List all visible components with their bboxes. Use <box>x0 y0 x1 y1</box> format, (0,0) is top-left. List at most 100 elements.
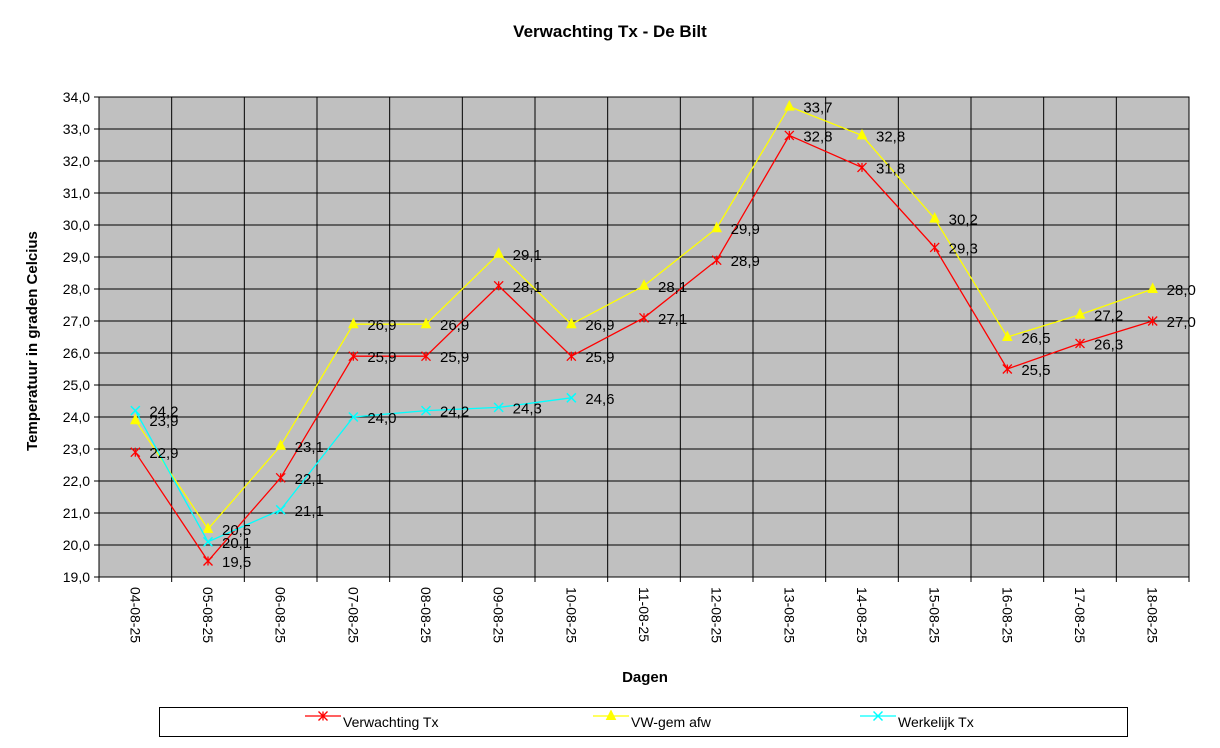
y-tick-label: 30,0 <box>63 217 90 233</box>
data-label: 20,5 <box>222 522 251 539</box>
data-point <box>1075 338 1085 349</box>
data-label: 24,6 <box>585 391 614 408</box>
data-point <box>566 392 577 403</box>
data-label: 24,2 <box>440 404 469 421</box>
data-label: 29,3 <box>949 240 978 257</box>
data-label: 28,0 <box>1167 282 1196 299</box>
legend-label: Verwachting Tx <box>343 714 439 730</box>
x-tick-label: 14-08-25 <box>854 587 870 643</box>
data-label: 27,1 <box>658 311 687 328</box>
data-point <box>348 411 359 423</box>
data-point <box>275 439 286 450</box>
chart-title: Verwachting Tx - De Bilt <box>513 22 707 41</box>
data-label: 21,1 <box>295 503 324 520</box>
data-label: 29,1 <box>513 247 542 264</box>
data-point <box>130 405 141 416</box>
data-label: 24,2 <box>149 404 178 421</box>
data-point <box>202 522 214 533</box>
data-label: 32,8 <box>876 128 905 145</box>
data-point <box>421 351 431 362</box>
data-point <box>638 279 650 290</box>
x-tick-label: 07-08-25 <box>345 587 361 643</box>
data-label: 27,2 <box>1094 308 1123 325</box>
data-label: 27,0 <box>1167 314 1196 331</box>
x-tick-label: 10-08-25 <box>563 587 579 643</box>
plot-border <box>98 96 1190 578</box>
data-label: 25,9 <box>440 349 469 366</box>
x-tick-label: 16-08-25 <box>999 587 1015 643</box>
data-point <box>275 504 286 515</box>
data-point <box>130 447 141 458</box>
y-tick-label: 29,0 <box>63 249 90 265</box>
data-point <box>1147 316 1158 326</box>
x-axis-label: Dagen <box>622 669 668 686</box>
data-point <box>1147 282 1158 293</box>
y-tick-label: 34,0 <box>63 89 90 105</box>
axes: 19,0 20,0 21,0 22,0 23,0 24,0 25,0 26,0 27,0 28,0… <box>63 89 1190 643</box>
data-label: 23,9 <box>149 413 178 430</box>
data-label: 22,1 <box>295 471 324 488</box>
data-point <box>1002 330 1013 341</box>
y-tick-label: 26,0 <box>63 345 90 361</box>
data-label: 26,3 <box>1094 336 1123 353</box>
y-tick-label: 19,0 <box>63 569 90 585</box>
data-point <box>275 472 286 483</box>
data-label: 25,9 <box>585 349 614 366</box>
data-label: 24,3 <box>513 400 542 417</box>
data-label: 26,9 <box>585 317 614 334</box>
data-label: 24,0 <box>367 410 396 427</box>
data-label: 32,8 <box>803 128 832 145</box>
data-point <box>929 242 940 253</box>
data-point <box>639 312 649 323</box>
data-point <box>929 211 940 223</box>
y-tick-label: 25,0 <box>63 377 90 393</box>
data-point <box>130 413 141 425</box>
data-label: 28,1 <box>513 279 542 296</box>
data-label: 25,5 <box>1021 362 1050 379</box>
y-tick-label: 23,0 <box>63 441 90 457</box>
data-point <box>202 536 214 547</box>
x-tick-label: 05-08-25 <box>200 587 216 643</box>
data-label: 22,9 <box>149 445 178 462</box>
x-tick-label: 08-08-25 <box>418 587 434 643</box>
x-tick-label: 09-08-25 <box>491 587 507 643</box>
data-point <box>784 99 795 111</box>
x-tick-label: 15-08-25 <box>927 587 943 643</box>
data-label: 26,5 <box>1021 330 1050 347</box>
y-tick-label: 28,0 <box>63 281 90 297</box>
data-point <box>566 351 577 362</box>
legend: Verwachting Tx VW-gem afw Werkelijk Tx <box>159 707 1128 737</box>
data-point <box>493 280 504 291</box>
y-tick-label: 22,0 <box>63 473 90 489</box>
series-layer <box>130 99 1158 566</box>
y-tick-label: 33,0 <box>63 121 90 137</box>
legend-label: VW-gem afw <box>631 714 711 730</box>
x-tick-label: 18-08-25 <box>1145 587 1161 643</box>
data-point <box>711 221 722 233</box>
data-point <box>1002 364 1013 374</box>
data-point <box>566 317 577 329</box>
x-tick-label: 04-08-25 <box>127 587 143 643</box>
data-label: 26,9 <box>367 317 396 334</box>
data-point <box>420 317 432 329</box>
data-point <box>872 710 884 722</box>
data-point <box>493 247 504 258</box>
y-tick-label: 27,0 <box>63 313 90 329</box>
data-point <box>348 351 359 362</box>
x-tick-label: 17-08-25 <box>1072 587 1088 643</box>
x-tick-label: 12-08-25 <box>709 587 725 643</box>
y-tick-label: 24,0 <box>63 409 90 425</box>
data-point <box>318 711 328 721</box>
y-tick-label: 21,0 <box>63 505 90 521</box>
x-tick-label: 13-08-25 <box>781 587 797 643</box>
data-label: 28,1 <box>658 279 687 296</box>
y-axis-label: Temperatuur in graden Celcius <box>24 231 41 451</box>
data-label: 20,1 <box>222 535 251 552</box>
data-point <box>420 405 432 416</box>
data-label: 19,5 <box>222 554 251 571</box>
data-point <box>493 402 504 413</box>
data-label: 23,1 <box>295 439 324 456</box>
data-label: 29,9 <box>731 221 760 238</box>
data-point <box>857 162 867 173</box>
